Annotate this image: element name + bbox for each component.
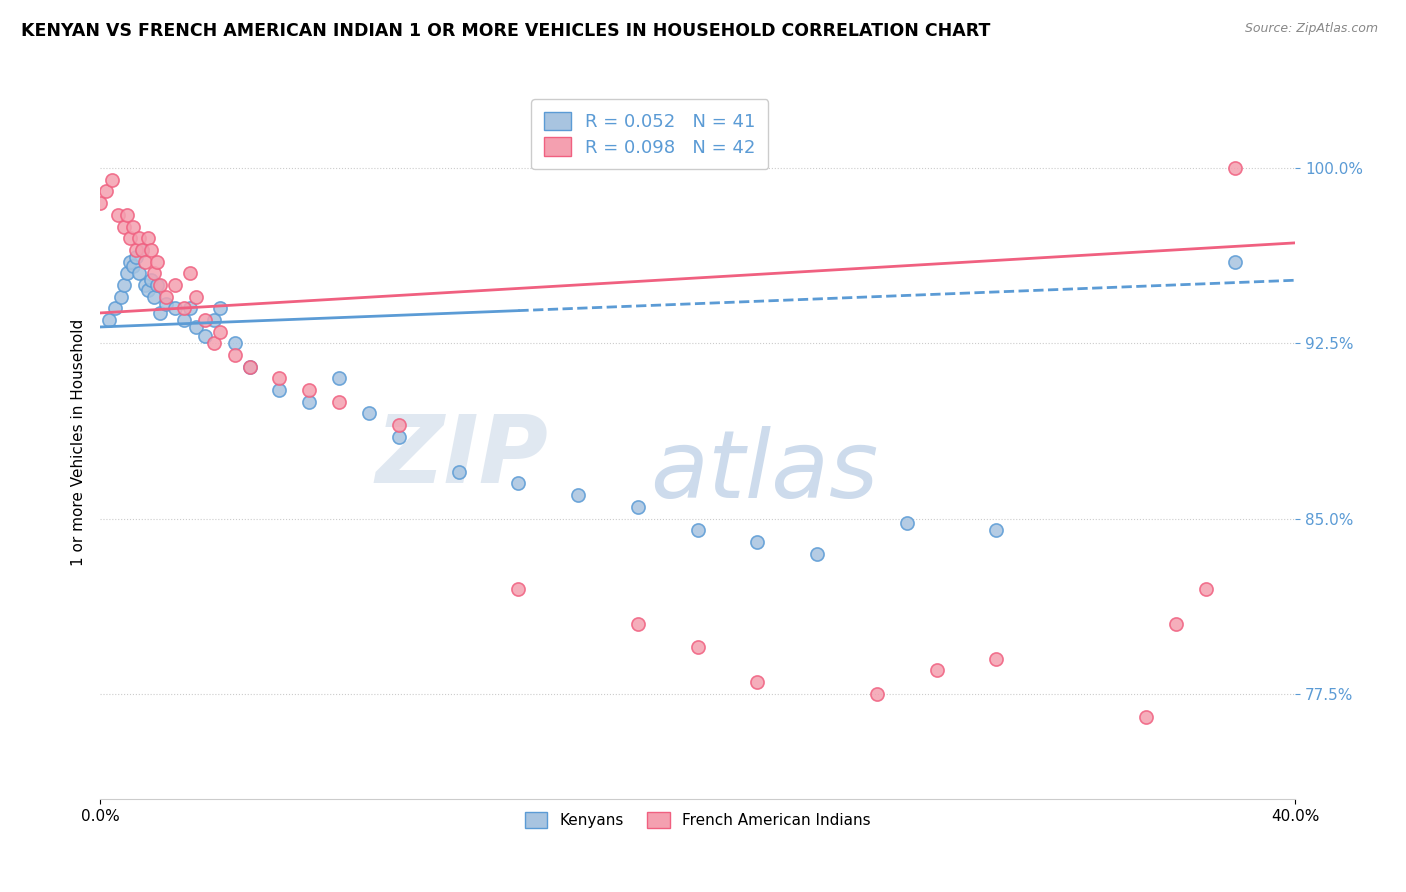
Point [269,383,291,397]
Point [208,301,231,316]
Point [163,277,186,292]
Point [627,616,650,631]
Point [142,290,165,304]
Point [146,254,169,268]
Point [224,348,246,362]
Point [125,250,148,264]
Point [128,231,150,245]
Point [224,336,246,351]
Point [122,259,145,273]
Point [155,296,177,310]
Point [139,243,162,257]
Point [107,208,129,222]
Point [142,266,165,280]
Point [110,290,132,304]
Point [1194,582,1216,596]
Point [94,185,117,199]
Point [136,231,159,245]
Point [238,359,260,374]
Point [136,283,159,297]
Point [208,325,231,339]
Point [163,301,186,316]
Text: ZIP: ZIP [375,411,548,503]
Point [269,371,291,385]
Point [179,266,201,280]
Point [1225,161,1247,175]
Point [508,582,530,596]
Point [131,243,153,257]
Point [238,359,260,374]
Y-axis label: 1 or more Vehicles in Household: 1 or more Vehicles in Household [72,319,86,566]
Point [115,208,138,222]
Point [184,320,207,334]
Point [508,476,530,491]
Point [179,301,201,316]
Point [89,196,111,211]
Point [686,640,709,654]
Point [118,254,141,268]
Text: KENYAN VS FRENCH AMERICAN INDIAN 1 OR MORE VEHICLES IN HOUSEHOLD CORRELATION CHA: KENYAN VS FRENCH AMERICAN INDIAN 1 OR MO… [21,22,990,40]
Point [447,465,470,479]
Point [149,306,172,320]
Point [122,219,145,234]
Point [298,383,321,397]
Point [986,651,1008,665]
Point [686,523,709,537]
Point [1135,710,1157,724]
Point [118,231,141,245]
Point [298,394,321,409]
Point [896,516,918,531]
Point [747,675,769,690]
Point [388,430,411,444]
Legend: Kenyans, French American Indians: Kenyans, French American Indians [519,805,877,834]
Point [328,371,350,385]
Point [194,313,217,327]
Point [115,266,138,280]
Point [925,664,948,678]
Point [112,219,135,234]
Point [1164,616,1187,631]
Point [131,243,153,257]
Point [146,277,169,292]
Point [104,301,127,316]
Point [173,301,195,316]
Point [101,173,124,187]
Point [1225,254,1247,268]
Point [202,336,225,351]
Point [149,277,172,292]
Point [328,394,350,409]
Point [134,254,156,268]
Point [125,243,148,257]
Point [194,329,217,343]
Point [139,273,162,287]
Point [986,523,1008,537]
Point [128,266,150,280]
Point [747,534,769,549]
Point [112,277,135,292]
Text: Source: ZipAtlas.com: Source: ZipAtlas.com [1244,22,1378,36]
Point [202,313,225,327]
Point [134,277,156,292]
Point [155,290,177,304]
Point [98,313,121,327]
Point [388,418,411,433]
Point [866,687,889,701]
Point [357,406,380,420]
Point [806,547,828,561]
Point [567,488,589,502]
Point [184,290,207,304]
Text: atlas: atlas [650,425,879,516]
Point [627,500,650,514]
Point [173,313,195,327]
